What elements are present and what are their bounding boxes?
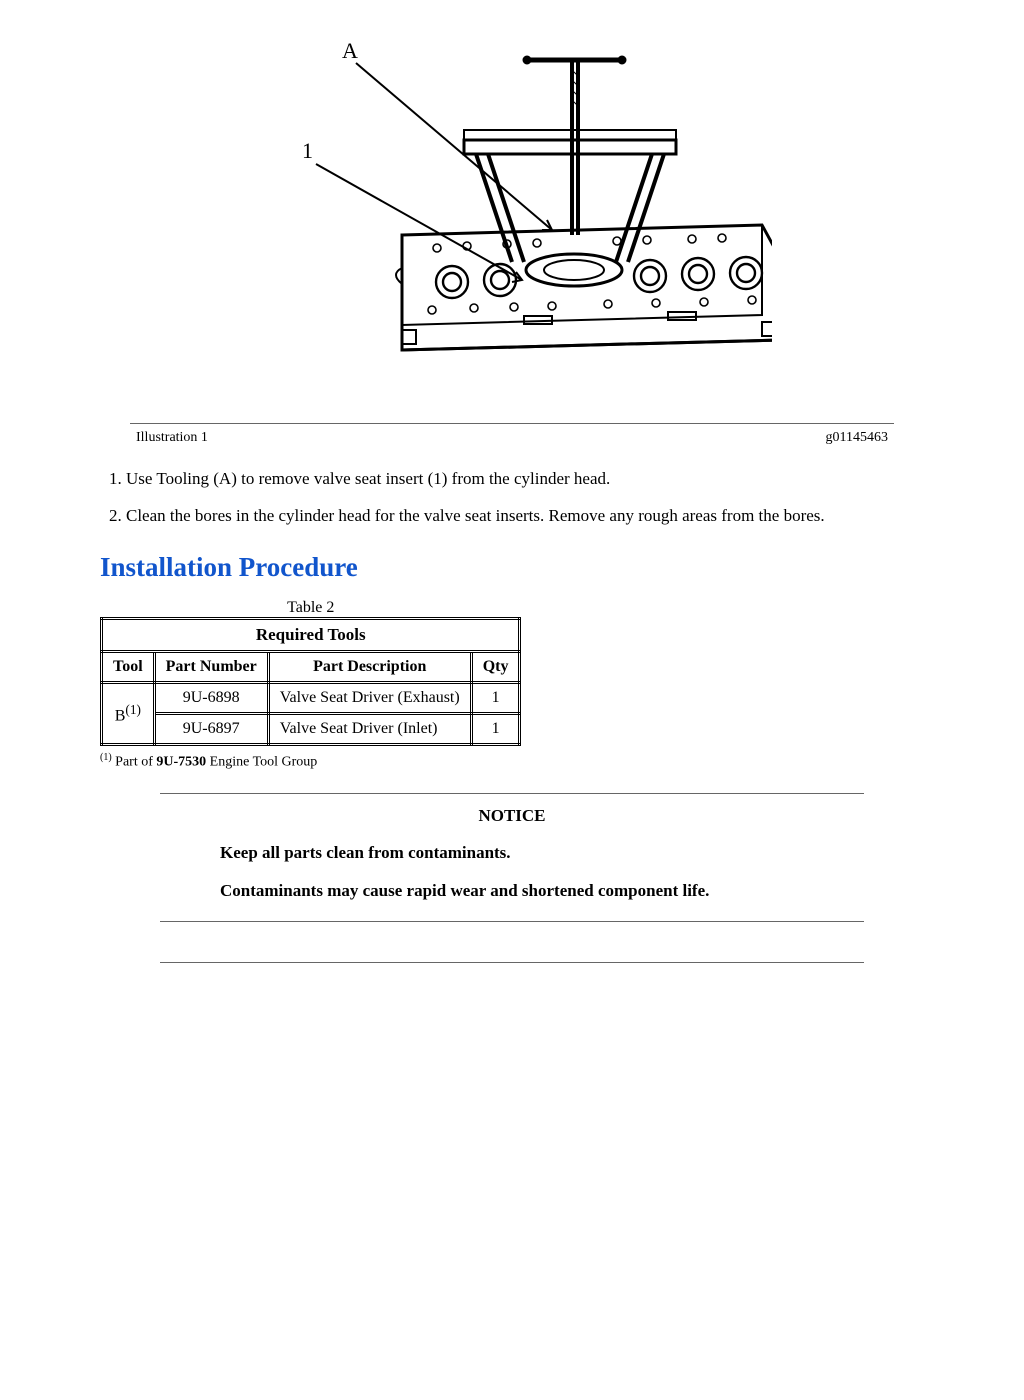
cell-part-number: 9U-6898	[154, 682, 268, 713]
divider	[160, 921, 864, 922]
callout-a-label: A	[342, 38, 358, 63]
table-caption: Table 2	[287, 599, 334, 616]
col-qty: Qty	[471, 651, 520, 682]
cylinder-head-icon	[396, 225, 772, 350]
table-footnote: (1) Part of 9U-7530 Engine Tool Group	[100, 752, 924, 771]
illustration-label: Illustration 1	[136, 430, 208, 446]
illustration-ref: g01145463	[826, 430, 888, 446]
step-1: Use Tooling (A) to remove valve seat ins…	[126, 468, 924, 491]
cell-part-desc: Valve Seat Driver (Exhaust)	[268, 682, 471, 713]
col-part-desc: Part Description	[268, 651, 471, 682]
required-tools-table: Required Tools Tool Part Number Part Des…	[100, 617, 521, 746]
divider	[130, 423, 894, 424]
notice-line-2: Contaminants may cause rapid wear and sh…	[220, 880, 864, 903]
table-row: B(1) 9U-6898 Valve Seat Driver (Exhaust)…	[102, 682, 520, 713]
notice-title: NOTICE	[160, 806, 864, 826]
procedure-steps: Use Tooling (A) to remove valve seat ins…	[100, 468, 924, 528]
tool-puller-icon	[464, 56, 676, 286]
col-tool: Tool	[102, 651, 155, 682]
illustration-1: A 1	[100, 30, 924, 405]
step-2: Clean the bores in the cylinder head for…	[126, 505, 924, 528]
cell-part-desc: Valve Seat Driver (Inlet)	[268, 713, 471, 744]
table-title: Required Tools	[102, 618, 520, 651]
section-heading: Installation Procedure	[100, 552, 924, 583]
divider	[160, 962, 864, 963]
divider	[160, 793, 864, 794]
cell-tool: B(1)	[102, 682, 155, 744]
table-row: 9U-6897 Valve Seat Driver (Inlet) 1	[102, 713, 520, 744]
col-part-number: Part Number	[154, 651, 268, 682]
notice-block: NOTICE Keep all parts clean from contami…	[160, 793, 864, 964]
required-tools-table-block: Table 2 Required Tools Tool Part Number …	[100, 597, 521, 746]
callout-1-label: 1	[302, 138, 313, 163]
notice-line-1: Keep all parts clean from contaminants.	[220, 842, 864, 865]
cell-qty: 1	[471, 713, 520, 744]
illustration-caption: Illustration 1 g01145463	[136, 430, 888, 446]
cylinder-head-diagram: A 1	[252, 30, 772, 400]
cell-qty: 1	[471, 682, 520, 713]
cell-part-number: 9U-6897	[154, 713, 268, 744]
